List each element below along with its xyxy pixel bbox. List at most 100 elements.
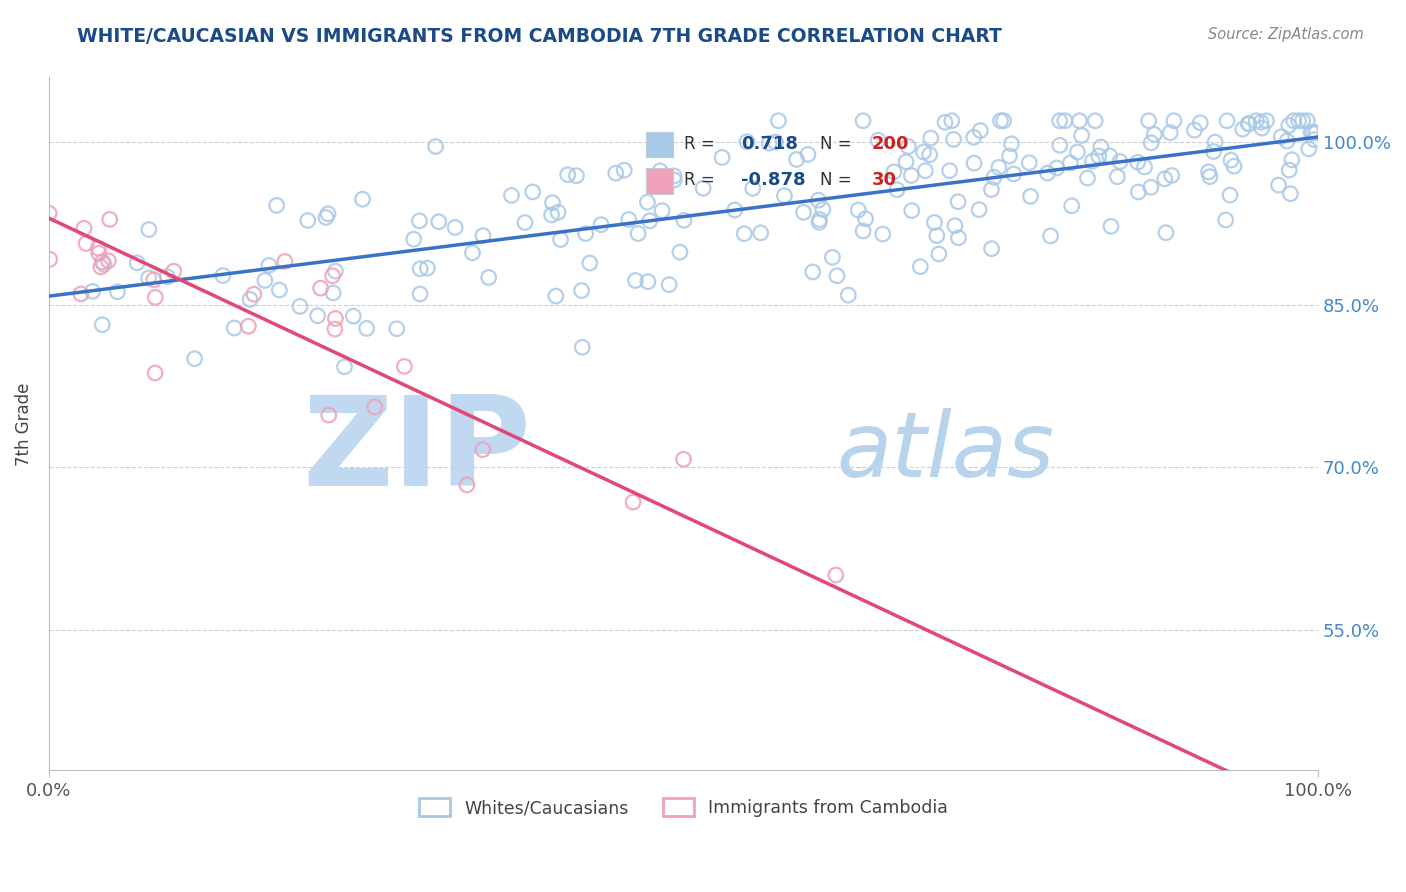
- Bar: [647, 132, 672, 157]
- Point: [297, 213, 319, 227]
- Point: [925, 228, 948, 243]
- Point: [1060, 199, 1083, 213]
- Point: [724, 202, 747, 217]
- Point: [444, 220, 467, 235]
- Point: [868, 133, 890, 147]
- Point: [1070, 128, 1092, 143]
- Point: [394, 359, 416, 374]
- Point: [322, 268, 344, 283]
- Point: [550, 233, 572, 247]
- Point: [183, 351, 205, 366]
- Point: [1256, 113, 1278, 128]
- Point: [238, 319, 260, 334]
- Point: [75, 236, 97, 251]
- Text: Source: ZipAtlas.com: Source: ZipAtlas.com: [1208, 27, 1364, 42]
- Point: [1036, 166, 1059, 180]
- Point: [1019, 189, 1042, 203]
- Point: [318, 408, 340, 422]
- Point: [471, 442, 494, 457]
- Point: [1288, 113, 1310, 128]
- Text: N =: N =: [820, 170, 852, 188]
- Point: [1076, 171, 1098, 186]
- Point: [364, 400, 387, 414]
- Point: [1084, 113, 1107, 128]
- Point: [1153, 171, 1175, 186]
- Point: [91, 318, 114, 332]
- Point: [93, 257, 115, 271]
- Point: [825, 268, 848, 283]
- Point: [1278, 119, 1301, 133]
- Point: [316, 207, 339, 221]
- Point: [1204, 135, 1226, 149]
- Point: [1237, 117, 1260, 131]
- Point: [1159, 126, 1181, 140]
- Point: [325, 311, 347, 326]
- Point: [1128, 185, 1150, 199]
- Point: [578, 256, 600, 270]
- Point: [1189, 116, 1212, 130]
- Point: [900, 169, 922, 183]
- Point: [323, 322, 346, 336]
- Point: [156, 269, 179, 284]
- Point: [914, 163, 936, 178]
- Point: [325, 264, 347, 278]
- Point: [624, 273, 647, 287]
- Point: [797, 147, 820, 161]
- Point: [938, 163, 960, 178]
- Point: [82, 285, 104, 299]
- Point: [1137, 113, 1160, 128]
- Point: [1109, 154, 1132, 169]
- Point: [837, 288, 859, 302]
- Point: [741, 181, 763, 195]
- Point: [808, 215, 831, 229]
- Text: atlas: atlas: [835, 408, 1054, 496]
- Point: [461, 245, 484, 260]
- Point: [307, 309, 329, 323]
- Point: [821, 250, 844, 264]
- Point: [38, 252, 60, 267]
- Text: 200: 200: [872, 135, 910, 153]
- Point: [97, 253, 120, 268]
- Point: [1198, 165, 1220, 179]
- Point: [1000, 136, 1022, 151]
- Point: [243, 287, 266, 301]
- Point: [1299, 125, 1322, 139]
- Point: [1251, 121, 1274, 136]
- Point: [416, 261, 439, 276]
- Point: [883, 165, 905, 179]
- Point: [943, 219, 966, 233]
- Point: [107, 285, 129, 299]
- Point: [672, 452, 695, 467]
- Point: [1223, 159, 1246, 173]
- Point: [1281, 153, 1303, 167]
- Point: [1002, 167, 1025, 181]
- Point: [575, 227, 598, 241]
- Point: [333, 359, 356, 374]
- Point: [143, 290, 166, 304]
- Point: [900, 203, 922, 218]
- Point: [522, 185, 544, 199]
- Point: [967, 202, 990, 217]
- Point: [1298, 142, 1320, 156]
- Point: [852, 113, 875, 128]
- Point: [87, 241, 110, 255]
- Point: [1154, 226, 1177, 240]
- Point: [735, 135, 758, 149]
- Point: [1090, 140, 1112, 154]
- Point: [1216, 113, 1239, 128]
- Point: [127, 256, 149, 270]
- Point: [1140, 136, 1163, 150]
- Point: [990, 113, 1012, 128]
- Point: [993, 113, 1015, 128]
- Point: [669, 245, 692, 260]
- Point: [1275, 134, 1298, 148]
- Point: [1215, 213, 1237, 227]
- Point: [1126, 155, 1149, 169]
- Point: [692, 181, 714, 195]
- Point: [269, 283, 291, 297]
- Point: [163, 264, 186, 278]
- Point: [1199, 169, 1222, 184]
- Point: [920, 131, 942, 145]
- Point: [613, 163, 636, 178]
- Point: [427, 215, 450, 229]
